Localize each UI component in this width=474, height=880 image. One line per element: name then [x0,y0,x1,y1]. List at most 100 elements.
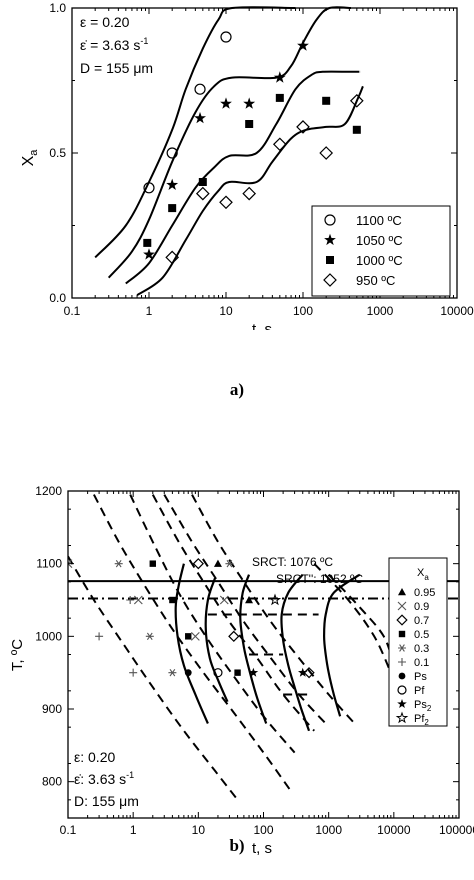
y-tick-label: 1100 [36,557,62,571]
data-point-star [297,39,309,51]
chart-a-strain-annotation: ε = 0.20 [80,14,130,30]
solid-curve-3 [280,573,311,732]
srct2-label: SRCT'': 1052 ºC [276,572,363,586]
legend-marker-square [398,630,406,638]
y-tick-label: 0.5 [49,146,66,160]
data-point-circle [220,31,232,43]
data-point-star [194,111,206,124]
x-tick-label: 10000 [377,823,411,837]
chart-b-y-label: T, ºC [9,639,26,671]
data-point-square [275,93,284,102]
data-point-diamond [296,120,310,134]
data-point-diamond [319,146,334,160]
data-point-square [234,669,241,676]
legend-label: 0.7 [414,615,429,627]
data-point-x [190,631,200,641]
y-tick-label: 0.0 [49,291,66,305]
data-point-diamond [195,186,210,201]
data-point-square [149,560,156,567]
data-point-square [169,596,176,604]
legend-marker-star [397,699,407,708]
dashed-curve-5 [191,494,356,725]
y-tick-label: 900 [42,702,62,716]
x-tick-label: 100 [293,304,313,318]
srct-label: SRCT: 1076 ºC [252,555,333,569]
data-point-square [322,96,331,105]
chart-b-strain-annotation: ε: 0.20 [74,749,115,765]
legend-label: 950 ºC [356,273,395,288]
data-point-asterisk [225,559,234,568]
data-point-diamond [219,195,233,210]
dashed-curve-2 [129,494,296,754]
data-point-plus [95,632,104,641]
legend-marker-circle [324,214,336,226]
caption-b: b) [229,836,245,855]
x-tick-label: 10 [219,304,233,318]
data-point-diamond [349,93,364,108]
data-point-asterisk [114,559,123,568]
data-point-diamond [192,558,204,570]
chart-a-legend: 1100 ºC 1050 ºC 1000 ºC 950 ºC [311,205,451,297]
data-point-star-open [268,593,282,606]
legend-label: 1000 ºC [356,253,403,268]
caption-a: a) [229,380,245,399]
solid-curve-0 [174,563,209,724]
y-tick-label: 1200 [35,484,62,498]
x-tick-label: 10000 [440,304,474,318]
data-point-circle [194,83,206,95]
data-point-diamond [242,186,257,201]
legend-label: 0.95 [414,587,435,599]
legend-label: 1050 ºC [356,233,403,248]
data-point-star [220,97,232,109]
data-point-square [352,125,361,134]
chart-a-strain-rate-annotation: ε̇ = 3.63 s-1 [80,36,148,53]
data-point-asterisk [168,668,177,677]
solid-curve-4 [322,573,361,717]
data-point-x [68,559,73,569]
legend-label: 1100 ºC [356,213,402,228]
legend-marker-dot [398,672,406,680]
legend-label: 0.3 [414,643,429,655]
fit-curve-1 [107,6,352,279]
data-point-square [198,178,207,186]
x-tick-label: 0.1 [64,304,81,318]
dashed-curve-6 [313,563,392,674]
chart-a-grain-size-annotation: D = 155 μm [80,60,153,76]
data-point-star [248,667,259,677]
dashed-curve-7 [327,573,395,666]
chart-a-y-label: Xa [20,149,40,167]
legend-marker-diamond [323,273,337,287]
data-point-triangle [245,596,254,604]
dashed-curve-1 [93,494,291,790]
data-point-x [133,595,143,605]
chart-b-grain-size-annotation: D: 155 μm [74,793,139,809]
data-point-x [219,595,229,605]
data-point-circle [213,668,223,678]
chart-b-strain-rate-annotation: ε̇: 3.63 s-1 [74,770,134,787]
data-point-square [185,633,192,640]
data-point-diamond [165,250,180,265]
solid-curve-2 [239,574,268,724]
x-tick-label: 1000 [367,304,394,318]
data-point-star [166,178,179,190]
x-tick-label: 1 [146,304,153,318]
data-point-circle [143,182,155,194]
x-tick-label: 0.1 [60,823,77,837]
data-point-asterisk [145,632,154,641]
legend-marker-plus [398,658,406,666]
legend-marker-star [324,233,336,246]
y-tick-label: 1000 [35,629,62,643]
chart-a-plot: 0.1 1 10 100 1000 10000 0.0 0.5 1.0 t, s Xa ε = … [20,1,474,330]
legend-marker-circle [397,685,407,695]
chart-a-x-label: t, s [252,321,272,330]
legend-label: Pf [414,685,425,697]
legend-marker-triangle [398,588,406,596]
legend-marker-square [326,256,334,264]
data-point-plus [129,668,138,677]
data-point-diamond [272,137,287,152]
y-tick-label: 1.0 [49,1,66,15]
legend-label: 0.9 [414,601,429,613]
